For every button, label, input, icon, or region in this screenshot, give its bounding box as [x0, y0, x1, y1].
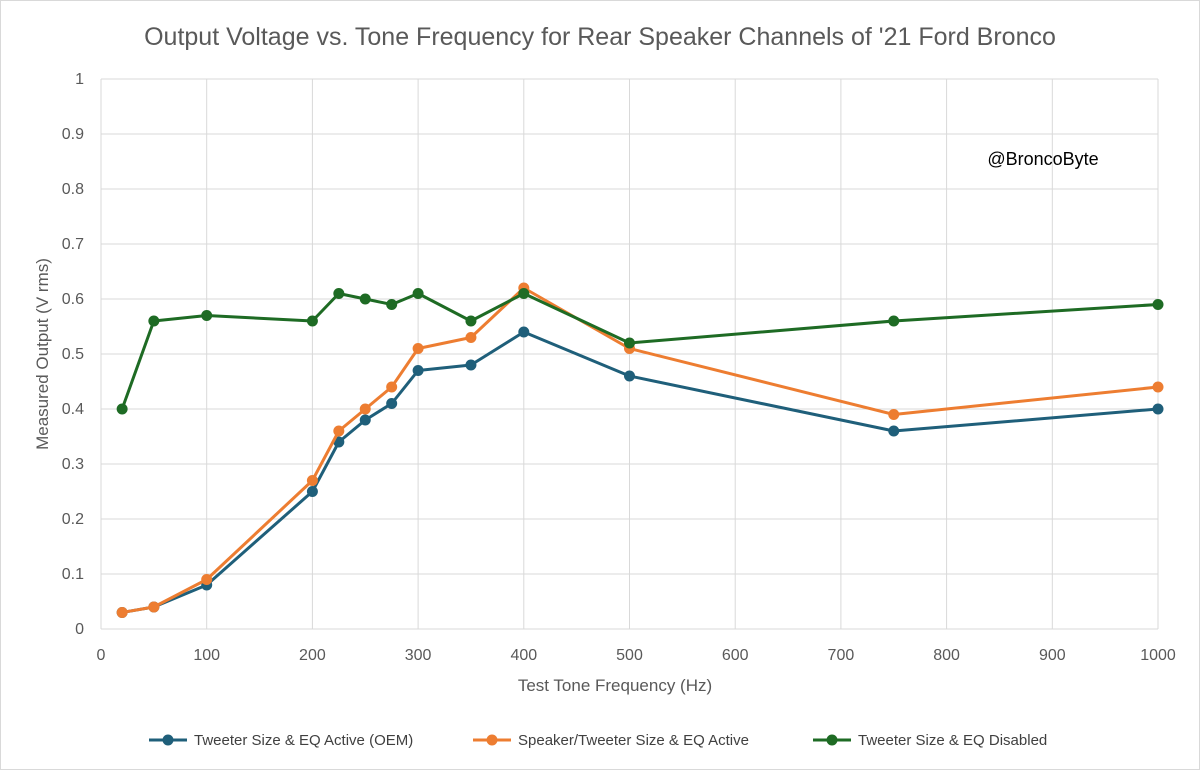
x-tick-label: 300 [405, 647, 432, 664]
y-tick-label: 0.1 [62, 566, 84, 583]
x-tick-label: 900 [1039, 647, 1066, 664]
x-tick-label: 600 [722, 647, 749, 664]
data-point [359, 293, 371, 305]
data-point [148, 601, 160, 613]
y-tick-label: 0 [75, 621, 84, 638]
x-axis-title: Test Tone Frequency (Hz) [518, 676, 712, 695]
data-point [386, 299, 398, 310]
data-point [465, 332, 477, 343]
x-tick-label: 400 [510, 647, 537, 664]
x-tick-label: 1000 [1140, 647, 1176, 664]
y-tick-label: 0.2 [62, 511, 84, 528]
data-point [116, 607, 128, 618]
legend-item: Speaker/Tweeter Size & EQ Active [473, 732, 749, 749]
data-point [333, 288, 345, 299]
series [116, 282, 1164, 618]
series-line [121, 286, 1159, 614]
data-point [465, 315, 477, 327]
data-point [1152, 299, 1164, 310]
x-tick-label: 200 [299, 647, 326, 664]
y-axis-title: Measured Output (V rms) [33, 258, 52, 450]
data-point [201, 574, 213, 585]
x-tick-label: 500 [616, 647, 643, 664]
legend-marker [486, 734, 498, 746]
data-point [465, 359, 477, 371]
data-point [412, 365, 424, 376]
x-tick-label: 0 [97, 647, 106, 664]
legend-label: Tweeter Size & EQ Active (OEM) [194, 732, 413, 749]
data-point [386, 381, 398, 393]
x-tick-label: 700 [828, 647, 855, 664]
series-line [121, 330, 1159, 614]
y-tick-label: 0.3 [62, 456, 84, 473]
data-point [412, 343, 424, 354]
chart-title: Output Voltage vs. Tone Frequency for Re… [144, 23, 1056, 51]
data-point [1152, 381, 1164, 393]
x-axis-ticks: 0 100 200 300 400 500 600 700 800 900 1000 [97, 647, 1176, 664]
data-point [306, 475, 318, 486]
data-point [306, 486, 318, 497]
y-tick-label: 0.9 [62, 126, 84, 143]
legend-marker [826, 734, 838, 746]
data-point [306, 315, 318, 327]
data-point [386, 398, 398, 409]
data-point [116, 403, 128, 415]
y-tick-label: 1 [75, 71, 84, 88]
data-point [518, 288, 530, 299]
legend-item: Tweeter Size & EQ Active (OEM) [149, 732, 413, 749]
data-point [359, 403, 371, 415]
legend-marker [162, 734, 174, 746]
data-point [1152, 403, 1164, 415]
data-point [359, 414, 371, 426]
data-point [624, 370, 635, 382]
y-tick-label: 0.5 [62, 346, 84, 363]
data-point [888, 315, 900, 327]
data-point [624, 337, 635, 349]
legend: Tweeter Size & EQ Active (OEM) Speaker/Tw… [149, 732, 1047, 749]
series-3 [116, 288, 1164, 415]
data-point [201, 310, 213, 321]
x-tick-label: 800 [933, 647, 960, 664]
y-tick-label: 0.6 [62, 291, 84, 308]
legend-label: Speaker/Tweeter Size & EQ Active [518, 732, 749, 749]
legend-label: Tweeter Size & EQ Disabled [858, 732, 1047, 749]
data-point [888, 425, 900, 437]
data-point [518, 326, 530, 338]
legend-item: Tweeter Size & EQ Disabled [813, 732, 1047, 749]
data-point [148, 315, 160, 327]
y-tick-label: 0.8 [62, 181, 84, 198]
data-point [412, 288, 424, 299]
data-point [333, 425, 345, 437]
y-axis-ticks: 0 0.1 0.2 0.3 0.4 0.5 0.6 0.7 0.8 0.9 1 [62, 71, 84, 638]
series-2 [116, 282, 1164, 618]
watermark-annotation: @BroncoByte [987, 149, 1098, 169]
x-tick-label: 100 [193, 647, 220, 664]
y-tick-label: 0.4 [62, 401, 84, 418]
y-tick-label: 0.7 [62, 236, 84, 253]
data-point [888, 409, 900, 420]
